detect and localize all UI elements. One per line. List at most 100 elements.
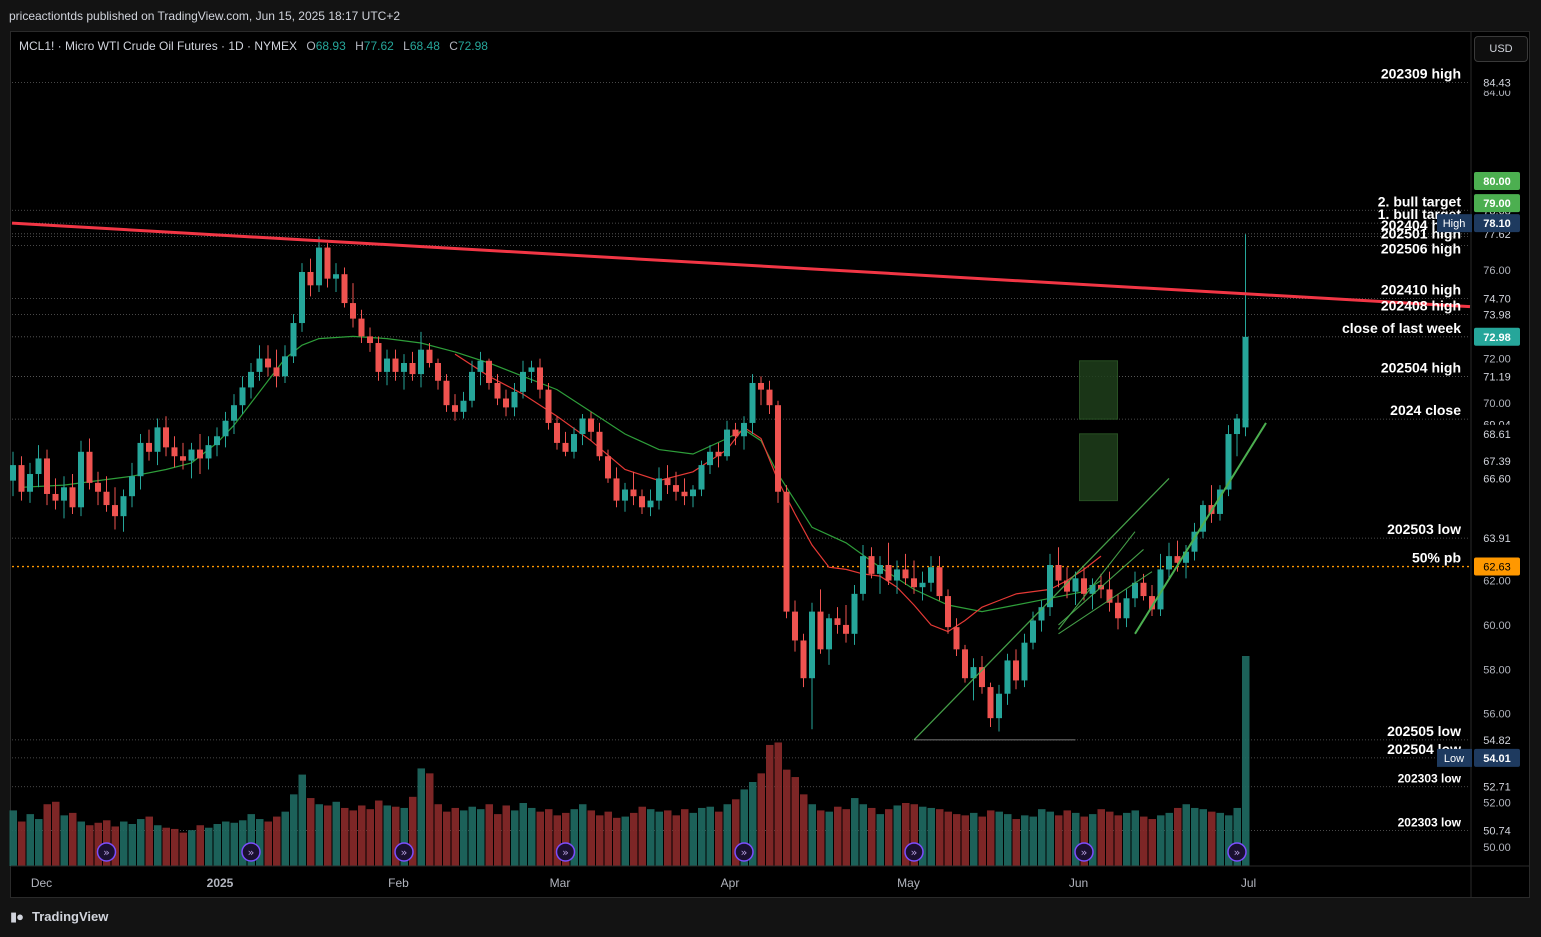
volume-bar xyxy=(664,810,672,866)
candle-body xyxy=(384,358,390,372)
volume-bar xyxy=(927,807,935,866)
side-tag: 80.00 xyxy=(1483,176,1511,188)
candle-body xyxy=(809,611,815,679)
volume-bar xyxy=(621,816,629,866)
volume-bar xyxy=(290,794,298,866)
time-tick: Feb xyxy=(388,876,409,890)
volume-bar xyxy=(978,816,986,866)
volume-bar xyxy=(596,815,604,866)
volume-bar xyxy=(706,806,714,866)
volume-bar xyxy=(757,773,765,866)
event-icon-ring xyxy=(96,842,117,862)
candle-body xyxy=(877,564,883,574)
support-trendline-0 xyxy=(913,477,1170,741)
level-label-11: 202503 low xyxy=(1387,521,1461,537)
volume-bar xyxy=(791,777,799,866)
candle-body xyxy=(860,556,866,594)
volume-bar xyxy=(1055,815,1063,866)
volume-bar xyxy=(69,812,77,866)
event-icon: » xyxy=(1074,842,1094,862)
volume-bars xyxy=(9,656,1250,866)
volume-bar xyxy=(332,801,340,866)
volume-bar xyxy=(111,826,119,866)
level-lines xyxy=(12,82,1470,831)
volume-bar xyxy=(893,805,901,866)
time-tick: 2025 xyxy=(207,876,234,890)
candle-body xyxy=(579,418,586,435)
candle-body xyxy=(18,465,25,492)
candle-body xyxy=(1038,607,1045,621)
tradingview-logo: ▮● TradingView xyxy=(10,909,108,925)
candle-body xyxy=(1064,580,1070,592)
volume-bar xyxy=(885,809,893,866)
volume-bar xyxy=(94,822,102,866)
time-tick: Jun xyxy=(1069,876,1088,890)
volume-bar xyxy=(944,811,952,866)
level-label-6: 202410 high xyxy=(1381,282,1461,298)
volume-bar xyxy=(689,812,697,866)
volume-bar xyxy=(647,809,655,866)
volume-bar xyxy=(681,809,689,866)
level-label-16: 202303 low xyxy=(1398,815,1462,829)
candle-body xyxy=(307,271,314,286)
volume-bar xyxy=(1191,807,1199,866)
volume-bar xyxy=(613,817,621,866)
candle-body xyxy=(35,458,42,474)
volume-bar xyxy=(655,811,663,866)
candle-body xyxy=(681,491,688,497)
volume-bar xyxy=(1140,816,1148,866)
candle-body xyxy=(698,465,705,490)
volume-bar xyxy=(961,815,969,866)
candle-body xyxy=(707,451,713,466)
candle-body xyxy=(851,593,858,634)
price-tag: 52.71 xyxy=(1483,782,1511,794)
volume-bar xyxy=(1174,807,1182,866)
volume-bar xyxy=(536,811,544,866)
time-tick: Dec xyxy=(31,876,52,890)
side-tag-bg xyxy=(1474,424,1520,443)
event-icon: » xyxy=(394,842,414,862)
side-tag-badge-bg xyxy=(1437,748,1472,767)
candle-body xyxy=(613,478,620,501)
volume-bar xyxy=(630,812,638,866)
event-icon-glyph: » xyxy=(248,846,255,859)
volume-bar xyxy=(851,798,859,866)
candle-body xyxy=(1242,336,1249,428)
volume-bar xyxy=(1157,815,1165,866)
volume-bar xyxy=(485,804,493,866)
candle-body xyxy=(639,496,645,508)
candle-body xyxy=(571,434,577,452)
zone-box-1 xyxy=(1079,433,1118,502)
candle-body xyxy=(588,418,594,432)
candles xyxy=(10,234,1249,732)
time-tick: Apr xyxy=(721,876,740,890)
candle-body xyxy=(222,420,229,437)
volume-bar xyxy=(1046,811,1054,866)
volume-bar xyxy=(205,827,213,866)
candle-body xyxy=(197,449,203,459)
volume-bar xyxy=(1123,812,1131,866)
volume-bar xyxy=(443,811,451,866)
level-label-9: 202504 high xyxy=(1381,360,1461,376)
level-label-7: 202408 high xyxy=(1381,298,1461,314)
volume-bar xyxy=(1106,811,1114,866)
candle-body xyxy=(919,582,926,588)
candle-body xyxy=(367,336,373,344)
price-tick: 58.00 xyxy=(1483,664,1511,676)
side-tag-bg xyxy=(1474,469,1520,488)
candle-body xyxy=(1047,564,1053,608)
candle-body xyxy=(273,367,280,377)
candle-body xyxy=(494,382,501,399)
price-tag-bg xyxy=(1474,530,1520,547)
volume-bar xyxy=(392,806,400,866)
side-tag: 72.98 xyxy=(1483,332,1511,344)
candle-body xyxy=(511,391,518,408)
volume-bar xyxy=(77,821,85,866)
currency-button[interactable]: USD xyxy=(1474,36,1528,62)
volume-bar xyxy=(366,809,374,866)
volume-bar xyxy=(1242,656,1250,866)
volume-bar xyxy=(145,816,153,866)
candle-body xyxy=(1055,564,1062,581)
level-label-13: 202505 low xyxy=(1387,723,1461,739)
